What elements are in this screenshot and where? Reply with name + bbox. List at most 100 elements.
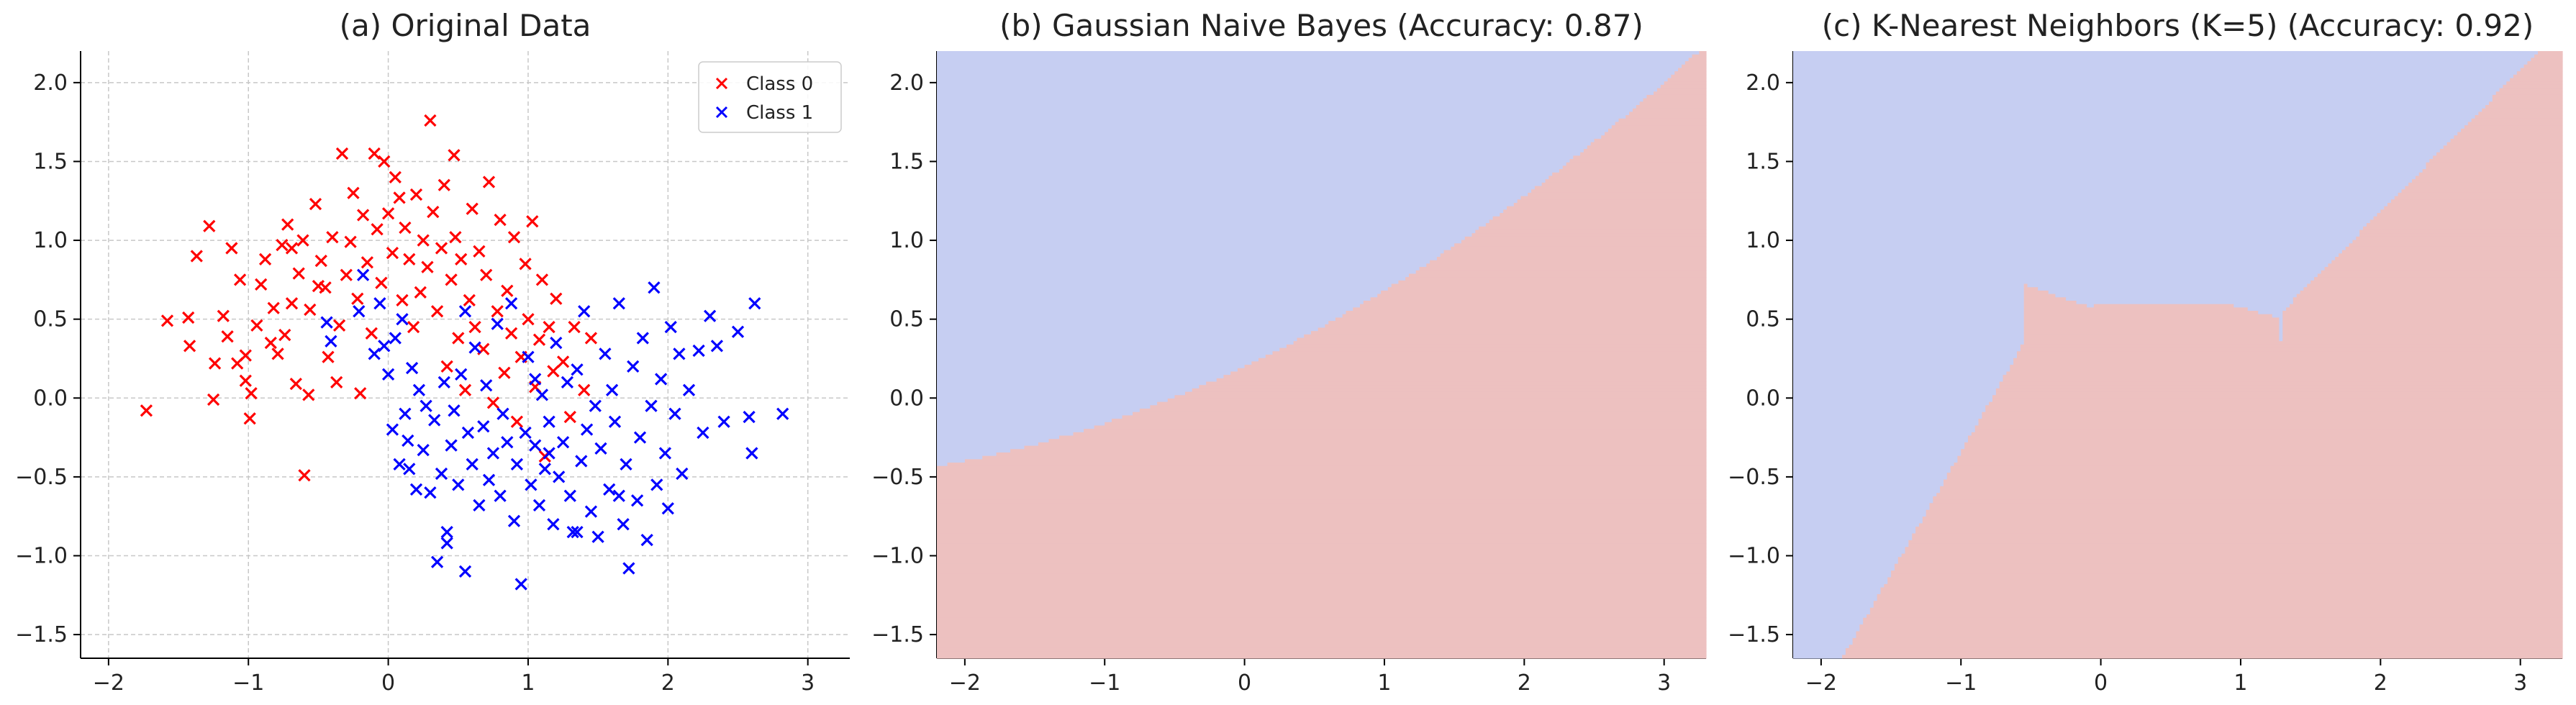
data-point (645, 399, 658, 412)
region-class-0 (1517, 199, 1707, 204)
region-class-1 (1793, 307, 2025, 311)
region-class-0 (1559, 169, 1707, 173)
region-class-0 (1926, 509, 2563, 514)
data-point (250, 319, 263, 332)
data-point (658, 447, 672, 460)
region-class-1 (1793, 577, 1888, 581)
data-point (414, 286, 427, 299)
data-point (437, 376, 450, 389)
region-class-1 (1793, 459, 1958, 463)
region-class-1 (937, 459, 966, 463)
region-class-1 (1793, 425, 1976, 429)
region-class-0 (2461, 128, 2563, 133)
data-point (302, 388, 315, 401)
region-class-1 (1793, 112, 2479, 116)
region-class-0 (2475, 115, 2563, 119)
region-class-0 (2510, 78, 2563, 82)
data-point (668, 407, 681, 420)
data-point (389, 332, 402, 345)
data-point (519, 258, 532, 270)
region-class-1 (1793, 519, 1923, 524)
region-class-0 (2023, 307, 2249, 311)
region-class-1 (937, 128, 1609, 133)
region-class-1 (1793, 213, 2378, 217)
data-point (378, 340, 391, 352)
region-class-0 (1873, 601, 2563, 605)
region-class-1 (1793, 219, 2371, 224)
data-point (424, 114, 437, 127)
region-class-1 (937, 294, 1378, 298)
region-class-1 (1793, 611, 1871, 615)
region-class-1 (1793, 78, 2511, 82)
region-class-0 (1940, 489, 2563, 494)
data-point (356, 209, 370, 222)
region-class-1 (937, 277, 1406, 281)
region-class-0 (1286, 344, 1707, 349)
data-point (571, 525, 584, 539)
region-class-0 (1929, 506, 2563, 511)
region-class-0 (964, 459, 1707, 463)
region-class-1 (1793, 476, 1948, 481)
region-class-1 (1793, 98, 2493, 102)
region-class-0 (1548, 176, 1707, 180)
region-class-0 (937, 493, 1707, 497)
region-class-1 (1793, 199, 2392, 204)
region-class-0 (1615, 122, 1707, 126)
legend-label: Class 0 (746, 73, 813, 95)
region-class-0 (2282, 327, 2563, 332)
region-class-1 (937, 74, 1672, 79)
region-class-0 (1436, 257, 1707, 261)
legend-marker (715, 106, 728, 119)
region-class-0 (937, 567, 1707, 571)
region-class-1 (937, 138, 1595, 143)
region-class-1 (937, 439, 1050, 443)
region-class-1 (937, 206, 1507, 210)
data-point (354, 387, 367, 400)
region-class-1 (937, 334, 1305, 339)
region-class-0 (2398, 192, 2563, 197)
region-class-0 (2282, 311, 2563, 315)
region-class-0 (2023, 283, 2028, 288)
region-class-1 (937, 287, 1389, 291)
region-class-0 (2023, 297, 2067, 301)
region-class-0 (1485, 223, 1707, 227)
region-class-0 (937, 483, 1707, 487)
region-class-0 (2282, 334, 2563, 339)
region-class-0 (2292, 297, 2563, 301)
region-class-1 (1793, 223, 2367, 227)
data-point (225, 242, 238, 255)
region-class-0 (1415, 270, 1707, 275)
region-class-0 (1877, 597, 2563, 601)
region-class-0 (937, 645, 1707, 649)
data-point (673, 347, 686, 360)
region-class-1 (937, 152, 1581, 156)
region-class-0 (2010, 365, 2563, 369)
region-class-0 (1943, 483, 2563, 487)
region-class-1 (1793, 486, 1941, 491)
region-class-1 (1793, 311, 2025, 315)
region-class-0 (2282, 331, 2563, 335)
data-point (510, 415, 524, 428)
region-class-1 (1793, 398, 1993, 403)
region-class-0 (1541, 182, 1707, 187)
region-class-0 (937, 583, 1707, 588)
region-class-0 (937, 517, 1707, 521)
region-class-0 (1967, 435, 2563, 440)
region-class-0 (1967, 439, 2563, 443)
region-class-0 (1094, 425, 1707, 429)
region-class-0 (937, 479, 1707, 483)
data-point (538, 463, 551, 476)
region-class-0 (2412, 179, 2563, 183)
region-class-1 (1793, 503, 1931, 507)
data-point (550, 336, 563, 350)
data-point (676, 467, 689, 481)
data-point (535, 273, 549, 286)
data-point (498, 366, 511, 379)
region-class-1 (1793, 169, 2423, 173)
region-class-1 (1793, 517, 1923, 521)
data-point (636, 332, 649, 345)
x-tick-label: −1 (232, 670, 264, 696)
data-point (468, 320, 481, 334)
data-point (381, 368, 395, 381)
region-class-0 (1258, 358, 1707, 362)
